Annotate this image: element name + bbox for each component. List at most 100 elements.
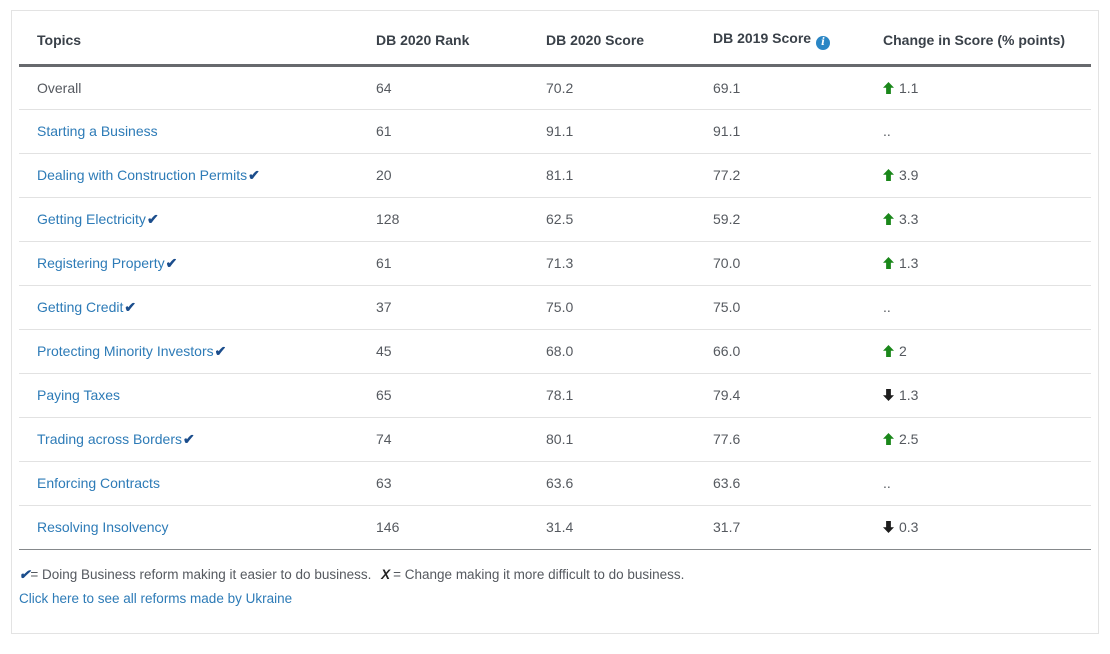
topic-link[interactable]: Getting Credit <box>37 298 124 315</box>
topic-label: Overall <box>37 79 82 96</box>
col-header-change-in-score-label: Change in Score (% points) <box>883 32 1066 49</box>
change-cell: 0.3 <box>883 505 1091 550</box>
db2020-score-cell: 80.1 <box>546 417 713 462</box>
rank-cell: 61 <box>376 109 546 154</box>
topic-cell: Protecting Minority Investors✔ <box>19 329 376 374</box>
change-value: .. <box>883 475 891 491</box>
topic-link[interactable]: Dealing with Construction Permits <box>37 166 248 183</box>
legend-check-text: = Doing Business reform making it easier… <box>30 566 372 582</box>
db2020-score-cell: 70.2 <box>546 65 713 110</box>
db2019-score-cell: 91.1 <box>713 109 883 154</box>
col-header-db2020-rank-label: DB 2020 Rank <box>376 32 470 49</box>
table-row: Getting Electricity✔ 128 62.5 59.2 3.3 <box>19 197 1091 242</box>
db2020-score-cell: 31.4 <box>546 505 713 550</box>
db2019-score-cell: 77.2 <box>713 153 883 198</box>
topic-link[interactable]: Trading across Borders <box>37 430 182 447</box>
col-header-db2020-rank: DB 2020 Rank <box>376 11 546 67</box>
table-row: Trading across Borders✔ 74 80.1 77.6 2.5 <box>19 417 1091 462</box>
db2019-score-cell: 75.0 <box>713 285 883 330</box>
topic-link[interactable]: Getting Electricity <box>37 210 146 227</box>
db2019-score-cell: 31.7 <box>713 505 883 550</box>
change-cell: 2 <box>883 329 1091 374</box>
col-header-db2019-score-label: DB 2019 Score <box>713 30 812 47</box>
reforms-link[interactable]: Click here to see all reforms made by Uk… <box>19 590 293 606</box>
col-header-db2020-score: DB 2020 Score <box>546 11 713 67</box>
topic-link[interactable]: Registering Property <box>37 254 165 271</box>
db2019-score-cell: 77.6 <box>713 417 883 462</box>
change-cell: .. <box>883 109 1091 154</box>
rank-cell: 45 <box>376 329 546 374</box>
topic-cell: Getting Electricity✔ <box>19 197 376 242</box>
topic-cell: Resolving Insolvency <box>19 505 376 550</box>
rank-cell: 128 <box>376 197 546 242</box>
db2020-score-cell: 62.5 <box>546 197 713 242</box>
change-cell: 1.1 <box>883 65 1091 110</box>
rank-cell: 37 <box>376 285 546 330</box>
rank-cell: 74 <box>376 417 546 462</box>
db2020-score-cell: 78.1 <box>546 373 713 418</box>
change-value: 1.3 <box>899 255 919 271</box>
col-header-change-in-score: Change in Score (% points) <box>883 11 1091 67</box>
up-arrow-icon <box>883 257 894 269</box>
change-cell: .. <box>883 285 1091 330</box>
col-header-topics-label: Topics <box>37 32 82 49</box>
info-icon[interactable]: i <box>816 36 831 51</box>
change-cell: .. <box>883 461 1091 506</box>
topic-link[interactable]: Paying Taxes <box>37 387 121 403</box>
topic-link[interactable]: Resolving Insolvency <box>37 519 169 535</box>
change-cell: 3.9 <box>883 153 1091 198</box>
rank-cell: 64 <box>376 65 546 110</box>
change-value: .. <box>883 123 891 139</box>
topic-cell: Getting Credit✔ <box>19 285 376 330</box>
change-value: 1.1 <box>899 79 919 96</box>
db2020-score-cell: 81.1 <box>546 153 713 198</box>
topic-link[interactable]: Enforcing Contracts <box>37 475 160 491</box>
col-header-db2020-score-label: DB 2020 Score <box>546 32 645 49</box>
legend-x-text: = Change making it more difficult to do … <box>393 566 685 582</box>
change-value: 3.9 <box>899 167 919 183</box>
doing-business-table-card: Topics DB 2020 Rank DB 2020 Score DB 201… <box>11 10 1099 634</box>
db2019-score-cell: 69.1 <box>713 65 883 110</box>
down-arrow-icon <box>883 521 894 533</box>
table-row: Getting Credit✔ 37 75.0 75.0.. <box>19 285 1091 330</box>
table-row: Registering Property✔ 61 71.3 70.0 1.3 <box>19 241 1091 286</box>
topic-cell: Overall <box>19 65 376 110</box>
db2019-score-cell: 59.2 <box>713 197 883 242</box>
up-arrow-icon <box>883 81 894 94</box>
topic-cell: Dealing with Construction Permits✔ <box>19 153 376 198</box>
table-row: Dealing with Construction Permits✔ 20 81.1… <box>19 153 1091 198</box>
down-arrow-icon <box>883 389 894 401</box>
check-icon: ✔ <box>19 566 31 582</box>
topic-link[interactable]: Starting a Business <box>37 123 158 139</box>
up-arrow-icon <box>883 169 894 181</box>
topic-cell: Registering Property✔ <box>19 241 376 286</box>
rank-cell: 146 <box>376 505 546 550</box>
topic-cell: Starting a Business <box>19 109 376 154</box>
rank-cell: 63 <box>376 461 546 506</box>
up-arrow-icon <box>883 433 894 445</box>
table-body: Overall 64 70.2 69.1 1.1 Starting a Business 6… <box>19 65 1091 550</box>
db2020-score-cell: 68.0 <box>546 329 713 374</box>
topic-cell: Enforcing Contracts <box>19 461 376 506</box>
table-row: Enforcing Contracts 63 63.6 63.6.. <box>19 461 1091 506</box>
rank-cell: 20 <box>376 153 546 198</box>
reform-check-icon: ✔ <box>248 166 260 183</box>
db2020-score-cell: 63.6 <box>546 461 713 506</box>
db2019-score-cell: 66.0 <box>713 329 883 374</box>
db2019-score-cell: 70.0 <box>713 241 883 286</box>
up-arrow-icon <box>883 345 894 357</box>
up-arrow-icon <box>883 213 894 225</box>
reform-check-icon: ✔ <box>214 342 227 359</box>
col-header-db2019-score: DB 2019 Score i <box>713 11 883 67</box>
db2020-score-cell: 71.3 <box>546 241 713 286</box>
db2020-score-cell: 75.0 <box>546 285 713 330</box>
header-row: Topics DB 2020 Rank DB 2020 Score DB 201… <box>19 11 1091 67</box>
topic-link[interactable]: Protecting Minority Investors <box>37 342 214 359</box>
topic-cell: Paying Taxes <box>19 373 376 418</box>
legend: ✔= Doing Business reform making it easie… <box>19 565 1091 585</box>
db2019-score-cell: 63.6 <box>713 461 883 506</box>
db2019-score-cell: 79.4 <box>713 373 883 418</box>
table-row: Protecting Minority Investors✔ 45 68.0 66.0… <box>19 329 1091 374</box>
table-header: Topics DB 2020 Rank DB 2020 Score DB 201… <box>19 11 1091 67</box>
change-cell: 1.3 <box>883 241 1091 286</box>
